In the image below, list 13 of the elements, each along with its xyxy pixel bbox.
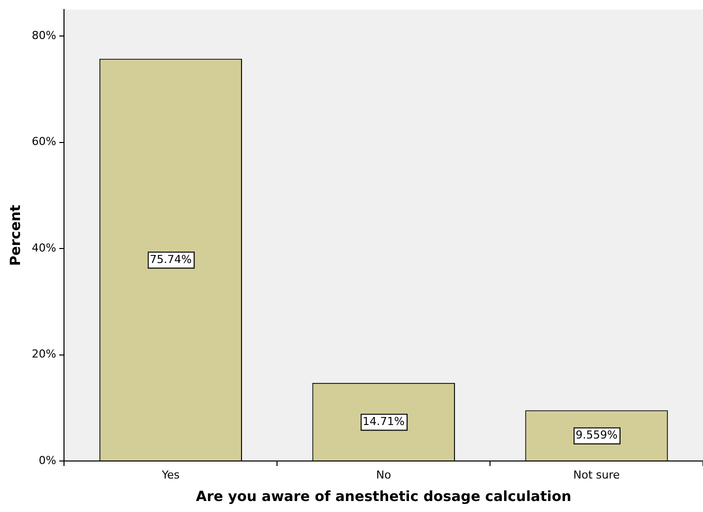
y-axis-title: Percent xyxy=(8,204,24,266)
x-tick-label: Not sure xyxy=(573,468,620,482)
y-tick-label: 80% xyxy=(32,29,56,42)
y-tick-label: 0% xyxy=(38,454,56,467)
y-tick-label: 20% xyxy=(32,348,56,361)
x-tick-label: No xyxy=(376,468,392,482)
x-axis-title: Are you aware of anesthetic dosage calculation xyxy=(196,489,572,506)
data-label: 14.71% xyxy=(362,415,405,428)
data-label: 9.559% xyxy=(576,428,618,442)
data-label: 75.74% xyxy=(150,252,192,266)
x-tick-label: Yes xyxy=(160,468,180,482)
y-tick-label: 40% xyxy=(32,241,56,254)
y-tick-label: 60% xyxy=(32,135,56,148)
